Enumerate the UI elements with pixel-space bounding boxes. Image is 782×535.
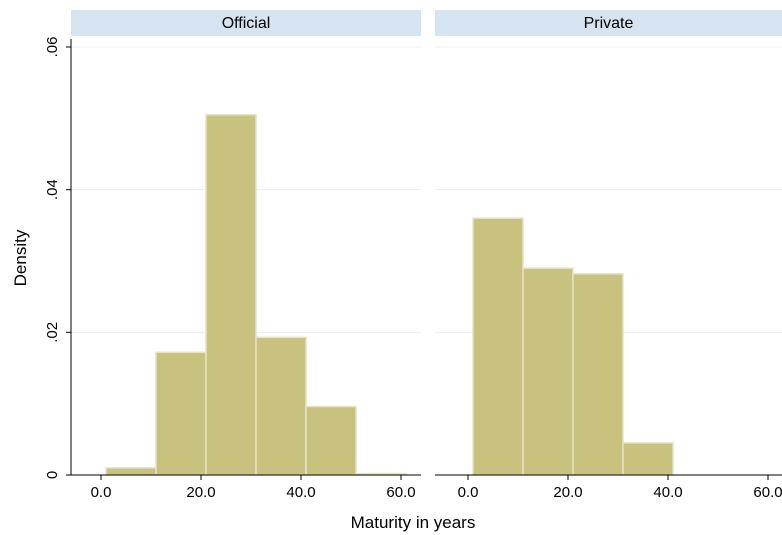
x-tick-label: 0.0 [91,484,112,501]
panel-official: Official 0.0 20.0 40.0 60.0 [71,10,421,501]
x-tick-label: 20.0 [186,484,215,501]
y-tick-label: .06 [44,37,61,58]
y-tick-label: 0 [44,471,61,479]
x-tick-label: 0.0 [458,484,479,501]
x-tick-label: 60.0 [753,484,782,501]
y-axis: 0 .02 .04 .06 [44,37,72,479]
x-tick-label: 20.0 [553,484,582,501]
bar [155,351,207,476]
x-tick-label: 40.0 [653,484,682,501]
panels-layer: Official 0.0 20.0 40.0 60.0 Private 0.0 20.0 40.… [71,10,782,501]
panel-title-official: Official [222,15,271,32]
panel-title-private: Private [584,15,634,32]
panel-private: Private 0.0 20.0 40.0 60.0 [435,10,782,501]
bar [305,405,357,476]
bar [522,267,574,476]
bar [622,442,674,476]
bar [205,114,257,476]
bar [572,273,624,476]
bar [255,336,307,476]
y-axis-label: Density [11,229,30,286]
panel-header-official [71,10,421,36]
bar [472,217,524,476]
panel-header-private [435,10,782,36]
y-tick-label: .02 [44,322,61,343]
x-axis-label: Maturity in years [351,513,476,532]
x-tick-label: 40.0 [286,484,315,501]
y-tick-label: .04 [44,179,61,200]
x-tick-label: 60.0 [386,484,415,501]
bar [105,467,157,476]
